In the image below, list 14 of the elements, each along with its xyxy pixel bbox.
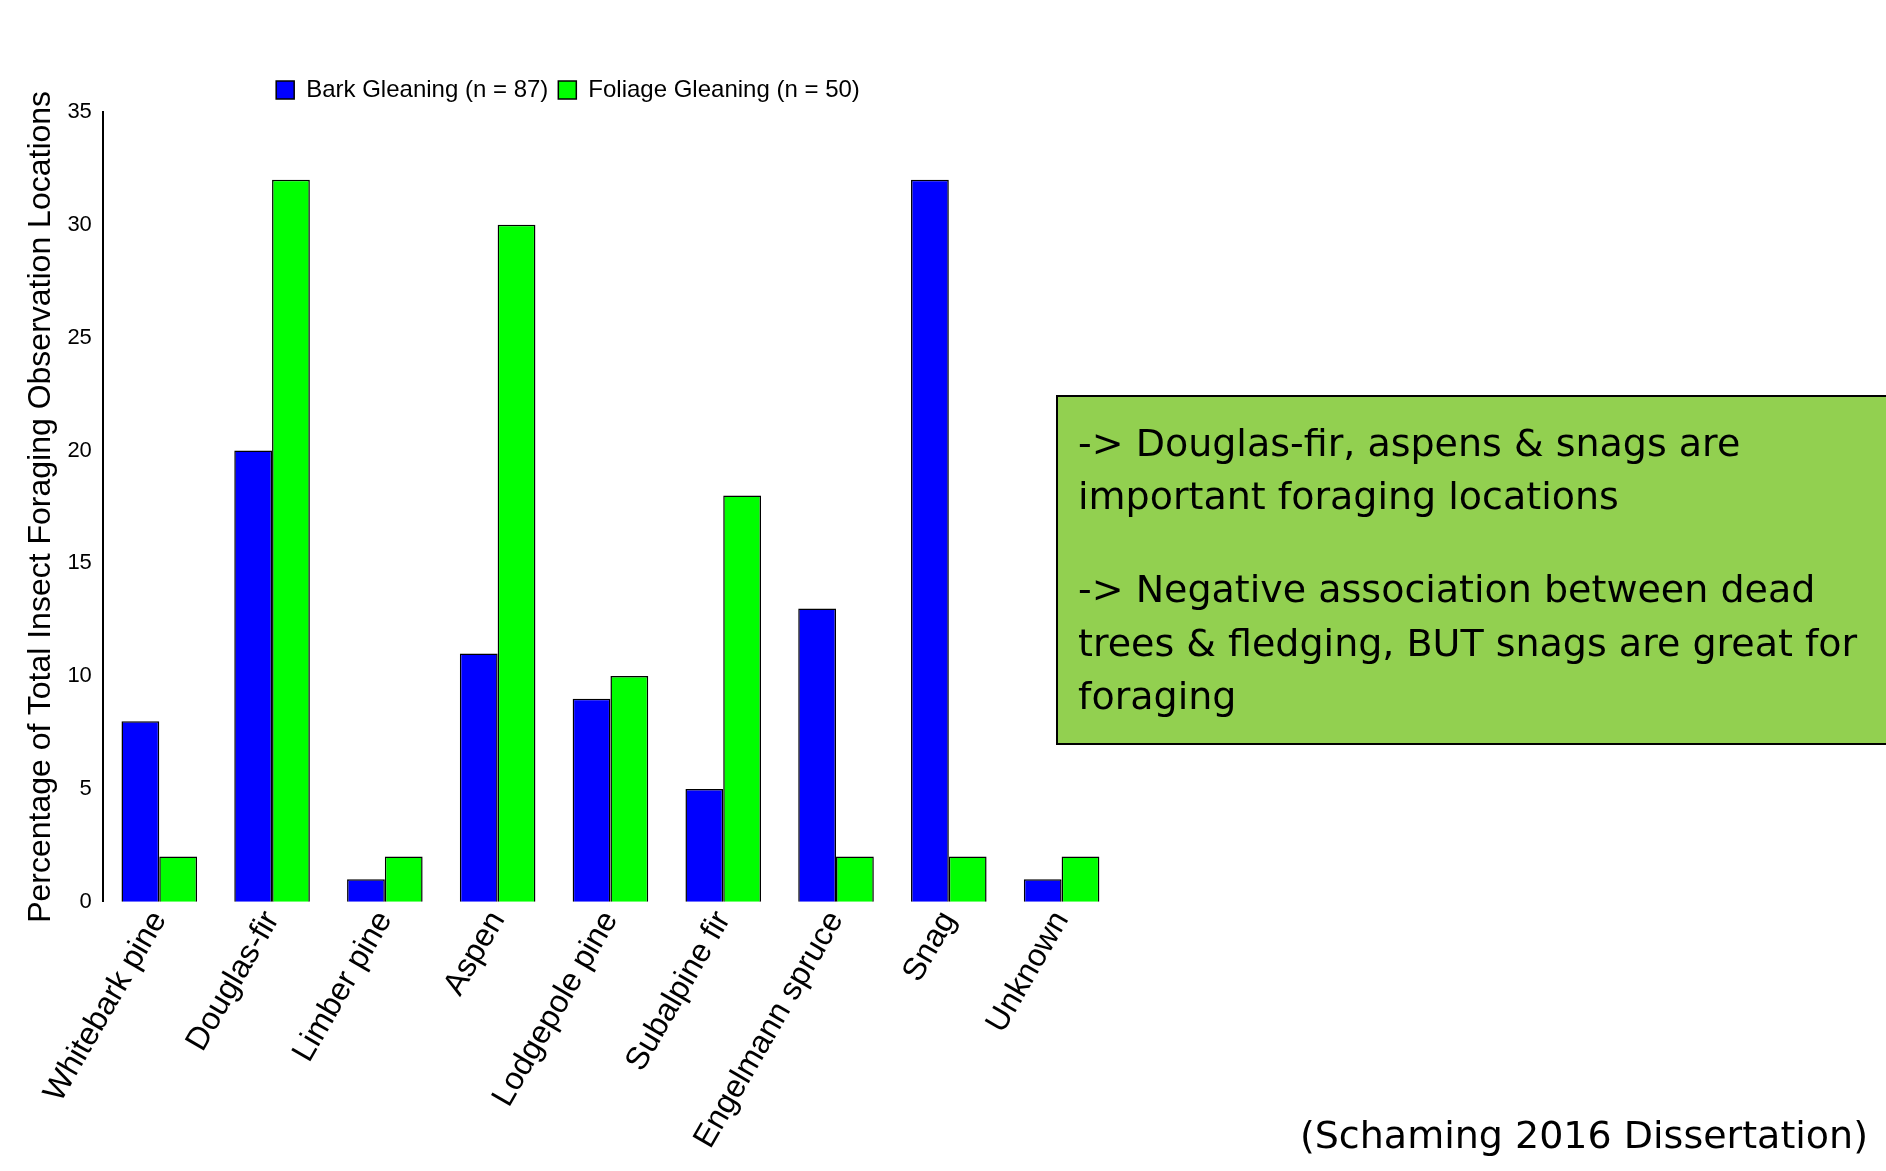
y-tick-label: 35 — [67, 98, 92, 124]
y-tick-label: 30 — [67, 210, 92, 236]
y-tick-label: 0 — [79, 887, 92, 913]
annotation: -> Negative association between dead trees & fledging, BUT snags are great for foraging — [1078, 566, 1859, 720]
y-axis-title: Percentage of Total Insect Foraging Observation Locations — [21, 90, 58, 923]
annotation: -> Douglas-fir, aspens & snags are important foraging locations — [1078, 420, 1742, 521]
y-tick-label: 10 — [67, 662, 92, 688]
legend-label: Foliage Gleaning (n = 50) — [588, 74, 860, 102]
text: (Schaming 2016 Dissertation) — [1299, 1113, 1868, 1157]
y-tick-label: 20 — [67, 436, 92, 462]
y-tick-label: 5 — [79, 774, 92, 800]
legend-label: Bark Gleaning (n = 87) — [306, 74, 549, 102]
y-tick-label: 15 — [67, 549, 92, 575]
y-tick-label: 25 — [67, 323, 92, 349]
